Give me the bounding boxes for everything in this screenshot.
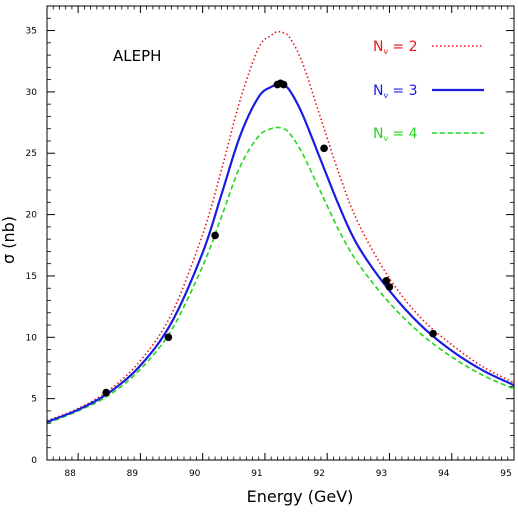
data-point xyxy=(382,277,391,285)
x-tick-label: 91 xyxy=(251,469,262,479)
data-point xyxy=(211,231,219,240)
y-tick-label: 5 xyxy=(31,395,37,405)
legend: Nν = 2 Nν = 3 Nν = 4 xyxy=(373,39,484,143)
y-tick-label: 20 xyxy=(26,211,38,221)
x-axis-title: Energy (GeV) xyxy=(247,487,354,506)
x-tick-label: 93 xyxy=(376,469,387,479)
data-point xyxy=(279,80,288,89)
data-point xyxy=(320,144,328,153)
x-tick-label: 88 xyxy=(64,469,76,479)
y-axis-title: σ (nb) xyxy=(0,216,18,264)
legend-label-3: Nν = 3 xyxy=(373,83,418,100)
data-point xyxy=(429,329,437,338)
y-tick-label: 15 xyxy=(26,272,37,282)
experiment-label: ALEPH xyxy=(113,47,161,65)
data-point xyxy=(102,388,110,397)
data-points-layer xyxy=(102,79,437,397)
x-tick-label: 92 xyxy=(313,469,324,479)
series-line-2 xyxy=(46,30,515,422)
plot-frame xyxy=(46,5,515,461)
y-tick-label: 30 xyxy=(26,88,38,98)
y-tick-label: 10 xyxy=(26,333,38,343)
series-line-3 xyxy=(46,83,515,423)
legend-label-4: Nν = 4 xyxy=(373,126,418,143)
x-tick-label: 95 xyxy=(500,469,511,479)
ticks-layer: 88 89 90 91 92 93 94 95 0 5 10 15 20 25 30 35 xyxy=(26,6,515,479)
data-point xyxy=(385,283,394,291)
x-tick-label: 89 xyxy=(127,469,139,479)
y-tick-label: 0 xyxy=(31,456,37,466)
data-point xyxy=(164,333,173,342)
series-line-4 xyxy=(46,126,515,424)
y-tick-label: 25 xyxy=(26,149,37,159)
x-tick-label: 90 xyxy=(189,469,201,479)
legend-label-2: Nν = 2 xyxy=(373,39,418,56)
x-tick-label: 94 xyxy=(438,469,450,479)
y-tick-label: 35 xyxy=(26,27,37,37)
